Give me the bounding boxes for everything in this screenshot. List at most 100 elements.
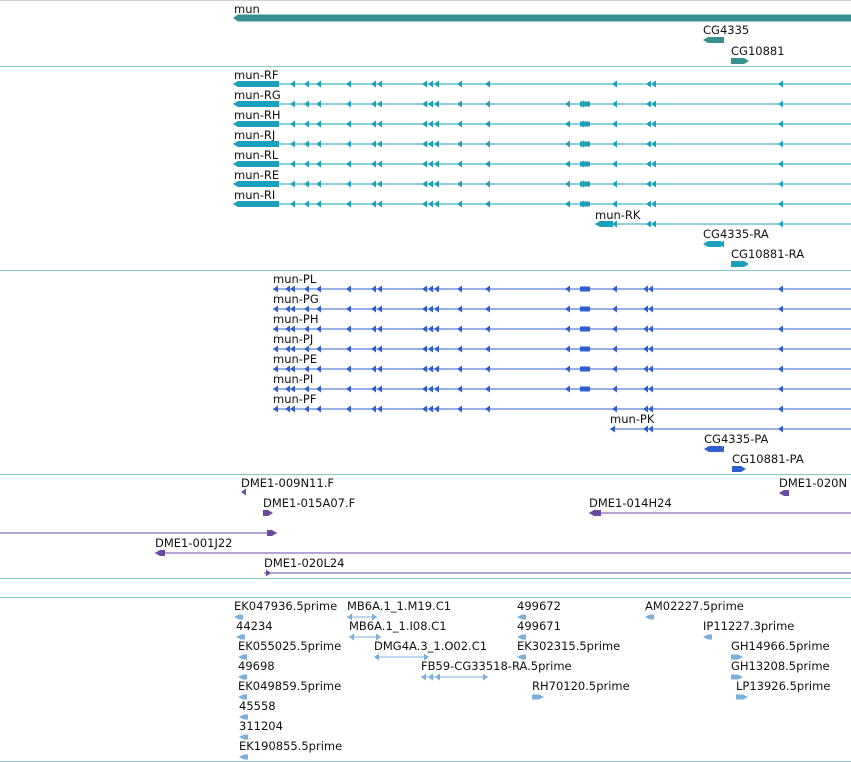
transcript-label: mun-RI xyxy=(234,188,275,202)
est-feature xyxy=(238,654,247,660)
transcript-exon-arrow xyxy=(422,100,427,108)
transcript-exon-block xyxy=(580,101,590,107)
transcript-exon-arrow xyxy=(485,160,490,168)
protein-exon-arrow xyxy=(371,285,376,293)
gene-cg10881-feature xyxy=(731,58,749,64)
transcript-exon-arrow xyxy=(371,80,376,88)
protein-exon-arrow xyxy=(422,305,427,313)
transcript-exon-arrow xyxy=(485,180,490,188)
est-label: MB6A.1_1.M19.C1 xyxy=(347,599,451,613)
transcript-exon-arrow xyxy=(457,80,462,88)
protein-exon-arrow xyxy=(485,385,490,393)
clone-feature xyxy=(267,530,277,536)
est-feature xyxy=(532,694,544,700)
est-label: DMG4A.3_1.O02.C1 xyxy=(374,639,487,653)
protein-exon-arrow xyxy=(285,365,290,373)
est-feature xyxy=(239,734,248,740)
protein-exon-arrow xyxy=(643,345,648,353)
protein-exon-arrow xyxy=(304,345,309,353)
transcript-exon-arrow xyxy=(646,180,651,188)
transcript-exon-block xyxy=(233,161,279,167)
protein-exon-arrow xyxy=(371,345,376,353)
protein-exon-arrow xyxy=(457,405,462,413)
protein-exon-block xyxy=(580,366,590,372)
transcript-exon-block xyxy=(233,201,279,207)
est-feature xyxy=(239,714,248,720)
protein-label: mun-PK xyxy=(610,412,655,426)
clone-track: DME1-009N11.F DME1-020N DME1-015A07.F DME1-… xyxy=(0,476,851,577)
transcript-exon-arrow xyxy=(778,100,783,108)
transcript-exon-arrow xyxy=(304,100,309,108)
protein-exon-arrow xyxy=(778,325,783,333)
transcript-exon-arrow xyxy=(434,140,439,148)
transcript-exon-arrow xyxy=(457,160,462,168)
transcript-exon-arrow xyxy=(565,120,570,128)
protein-exon-arrow xyxy=(285,285,290,293)
protein-exon-arrow xyxy=(273,365,278,373)
protein-exon-arrow xyxy=(648,425,653,433)
protein-exon-arrow xyxy=(371,305,376,313)
protein-cg10881-feature xyxy=(732,466,746,472)
protein-exon-arrow xyxy=(434,325,439,333)
transcript-exon-arrow xyxy=(377,160,382,168)
protein-exon-arrow xyxy=(316,385,321,393)
est-feature xyxy=(736,694,748,700)
transcript-exon-arrow xyxy=(565,140,570,148)
transcript-exon-arrow xyxy=(371,140,376,148)
transcript-exon-arrow xyxy=(346,140,351,148)
transcript-exon-arrow xyxy=(646,160,651,168)
transcript-exon-arrow xyxy=(646,120,651,128)
transcript-exon-arrow xyxy=(778,200,783,208)
protein-exon-arrow xyxy=(485,405,490,413)
protein-exon-arrow xyxy=(290,285,295,293)
protein-exon-arrow xyxy=(648,385,653,393)
transcript-exon-arrow xyxy=(428,180,433,188)
transcript-exon-arrow xyxy=(428,100,433,108)
est-feature xyxy=(517,634,526,640)
est-feature xyxy=(239,754,248,760)
transcript-label: mun-RJ xyxy=(234,128,275,142)
est-label: FB59-CG33518-RA.5prime xyxy=(421,659,572,673)
transcript-exon-arrow xyxy=(457,140,462,148)
transcript-exon-arrow xyxy=(346,100,351,108)
protein-exon-block xyxy=(580,346,590,352)
protein-exon-arrow xyxy=(273,325,278,333)
transcript-exon-arrow xyxy=(434,200,439,208)
transcript-exon-arrow xyxy=(371,120,376,128)
protein-exon-arrow xyxy=(304,285,309,293)
protein-exon-arrow xyxy=(428,305,433,313)
protein-exon-arrow xyxy=(434,385,439,393)
est-label: AM02227.5prime xyxy=(645,599,744,613)
transcript-exon-arrow xyxy=(434,100,439,108)
protein-exon-arrow xyxy=(457,325,462,333)
protein-exon-arrow xyxy=(273,285,278,293)
transcript-exon-arrow xyxy=(290,140,295,148)
transcript-exon-arrow xyxy=(304,80,309,88)
transcript-exon-arrow xyxy=(485,140,490,148)
protein-exon-arrow xyxy=(290,405,295,413)
protein-exon-arrow xyxy=(565,305,570,313)
est-end-arrow xyxy=(374,653,379,661)
transcript-exon-arrow xyxy=(612,80,617,88)
protein-exon-arrow xyxy=(428,345,433,353)
protein-exon-arrow xyxy=(273,385,278,393)
transcript-exon-arrow xyxy=(565,160,570,168)
protein-exon-arrow xyxy=(377,325,382,333)
transcript-exon-block xyxy=(233,101,279,107)
transcript-label: mun-RL xyxy=(234,148,279,162)
transcript-exon-arrow xyxy=(778,120,783,128)
protein-exon-arrow xyxy=(643,305,648,313)
protein-exon-block xyxy=(580,326,590,332)
transcript-exon-arrow xyxy=(612,220,617,228)
protein-exon-arrow xyxy=(612,365,617,373)
protein-track: mun-PL mun-PG mun-PH mun-PJ mun-PE mun-PI mun-… xyxy=(273,272,851,472)
transcript-exon-arrow xyxy=(316,100,321,108)
protein-label: mun-PF xyxy=(273,392,316,406)
est-end-arrow xyxy=(349,633,354,641)
protein-exon-arrow xyxy=(428,405,433,413)
protein-label: mun-PG xyxy=(273,292,319,306)
transcript-exon-arrow xyxy=(377,200,382,208)
protein-exon-arrow xyxy=(285,305,290,313)
est-track: EK047936.5prime MB6A.1_1.M19.C1 499672 AM02… xyxy=(234,599,830,760)
gene-label: mun xyxy=(234,2,260,16)
